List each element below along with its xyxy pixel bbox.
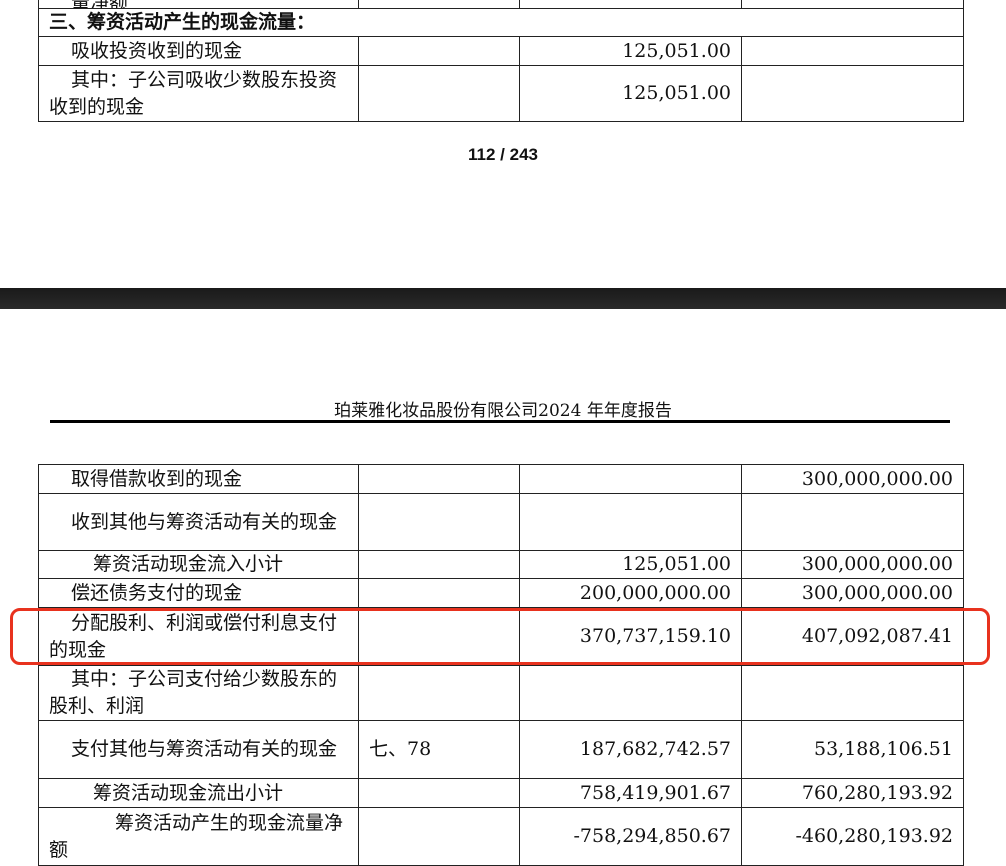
table-row: 支付其他与筹资活动有关的现金 七、78 187,682,742.57 53,188,1… [38,720,964,779]
table-row: 取得借款收到的现金 300,000,000.00 [38,464,964,494]
page-header: 珀莱雅化妆品股份有限公司2024 年年度报告 [334,401,672,421]
table-row: 其中：子公司吸收少数股东投资收到的现金 125,051.00 [38,65,964,122]
table-row: 筹资活动产生的现金流量净额 -758,294,850.67 -460,280,193… [38,807,964,866]
table-row: 筹资活动现金流出小计 758,419,901.67 760,280,193.92 [38,778,964,808]
section-heading: 三、筹资活动产生的现金流量： [38,8,964,37]
page-number: 112 / 243 [468,145,538,164]
table-row: 筹资活动现金流入小计 125,051.00 300,000,000.00 [38,550,964,579]
table-row: 偿还债务支付的现金 200,000,000.00 300,000,000.00 [38,578,964,608]
section-heading-row: 三、筹资活动产生的现金流量： [38,8,964,37]
table-row: 吸收投资收到的现金 125,051.00 [38,36,964,66]
bottom-cash-flow-table: 取得借款收到的现金 300,000,000.00 收到其他与筹资活动有关的现金 筹… [38,464,964,866]
highlight-box [10,608,990,665]
table-row: 收到其他与筹资活动有关的现金 [38,493,964,551]
table-row: 量净额 [38,0,964,9]
page-separator [0,288,1006,309]
header-rule [50,420,950,423]
table-row-highlighted: 分配股利、利润或偿付利息支付的现金 370,737,159.10 407,092,0… [38,607,964,666]
table-row: 其中：子公司支付给少数股东的股利、利润 [38,665,964,721]
